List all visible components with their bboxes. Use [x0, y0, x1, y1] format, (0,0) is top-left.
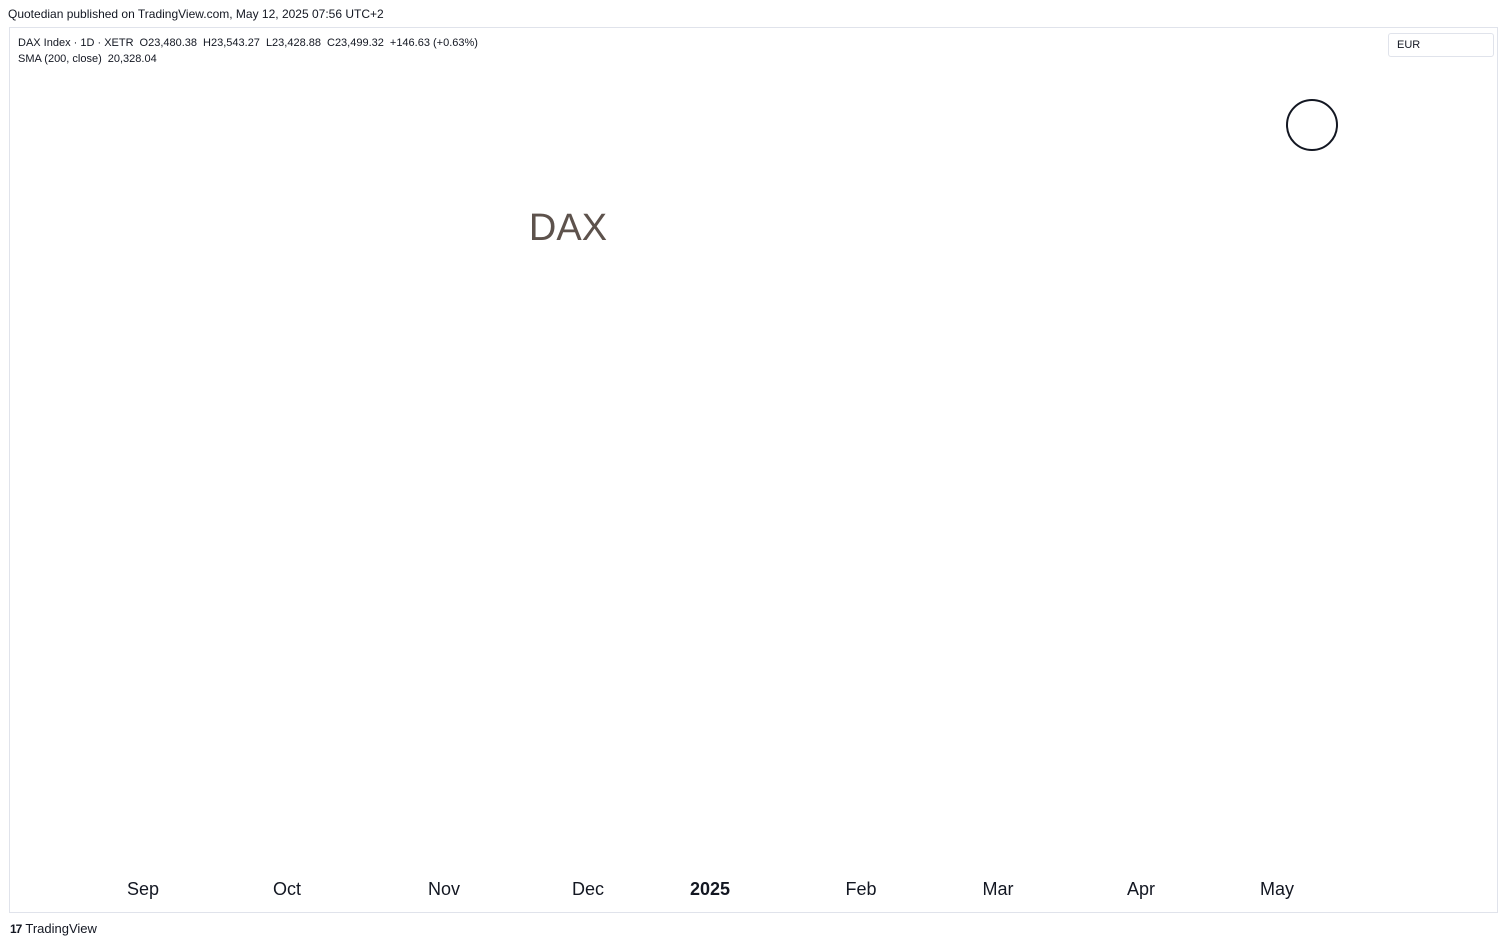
- overlay-layer: 23,499.3220,328.04: [1286, 99, 1338, 151]
- x-tick-label: Dec: [572, 879, 604, 899]
- legend-indicator-row: SMA (200, close) 20,328.04: [18, 51, 484, 67]
- legend-change: +146.63 (+0.63%): [389, 37, 478, 49]
- x-tick-label: Sep: [127, 879, 159, 899]
- x-tick-label: Apr: [1127, 879, 1155, 899]
- legend-high: H23,543.27: [203, 37, 260, 49]
- legend-indicator-value: 20,328.04: [107, 53, 157, 65]
- time-axis: Sep Oct Nov Dec 2025 Feb Mar Apr May: [127, 879, 1294, 899]
- footer-brand-text: TradingView: [25, 921, 97, 936]
- legend-symbol-row: DAX Index · 1D · XETR O23,480.38 H23,543.2…: [18, 35, 484, 51]
- legend-indicator-name[interactable]: SMA (200, close): [18, 53, 102, 65]
- publisher-caption: Quotedian published on TradingView.com, …: [8, 7, 384, 21]
- x-tick-label: 2025: [690, 879, 730, 899]
- highlight-circle: [1286, 99, 1338, 151]
- x-tick-label: Oct: [273, 879, 301, 899]
- chart-title: DAX: [529, 207, 607, 249]
- legend-symbol[interactable]: DAX Index · 1D · XETR: [18, 37, 134, 49]
- legend-open: O23,480.38: [139, 37, 198, 49]
- x-tick-label: Feb: [845, 879, 876, 899]
- footer-brand: 17 TradingView: [10, 921, 97, 936]
- currency-selector[interactable]: EUR: [1388, 33, 1494, 57]
- x-tick-label: May: [1260, 879, 1294, 899]
- chart-pane[interactable]: [9, 27, 1498, 913]
- tradingview-logo-icon: 17: [10, 921, 22, 936]
- x-tick-label: Mar: [983, 879, 1014, 899]
- x-tick-label: Nov: [428, 879, 460, 899]
- chart-legend: DAX Index · 1D · XETR O23,480.38 H23,543.2…: [18, 35, 484, 67]
- legend-close: C23,499.32: [327, 37, 384, 49]
- legend-low: L23,428.88: [265, 37, 321, 49]
